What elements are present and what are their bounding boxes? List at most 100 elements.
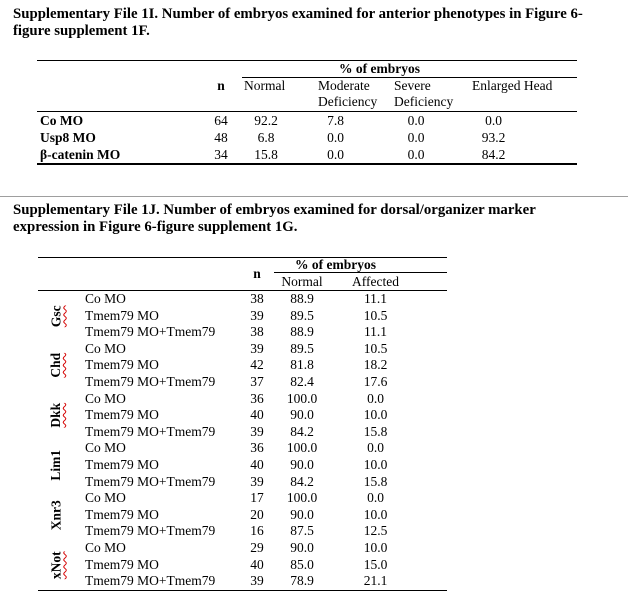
n-value: 39 [250, 573, 264, 589]
row-label: Tmem79 MO [85, 456, 159, 472]
cell-value: 100.0 [286, 440, 318, 456]
gene-label-dkk: Dkk [38, 391, 75, 441]
n-value: 37 [250, 373, 264, 389]
row-label: Tmem79 MO+Tmem79 [85, 423, 216, 439]
cell-value: 0.0 [327, 130, 344, 145]
cell-value: 10.0 [363, 539, 388, 555]
cell-value: 15.8 [363, 473, 388, 489]
cell-value: 18.2 [363, 357, 388, 373]
rotated-gene-label: Dkk [48, 403, 64, 428]
cell-value: 84.2 [290, 423, 314, 439]
n-value: 42 [250, 357, 264, 373]
cell-value: 82.4 [290, 373, 314, 389]
n-column-header: n [200, 77, 242, 112]
cell-value: 0.0 [407, 147, 425, 162]
table-marker-expression: n% of embryos Normal Affected Gsc Co MO 38 88.… [38, 257, 447, 591]
percent-embryos-header: % of embryos [274, 257, 447, 273]
gene-label-gsc: Gsc [38, 291, 75, 341]
cell-value: 7.8 [327, 113, 344, 128]
n-value: 36 [250, 440, 264, 456]
n-value: 20 [250, 506, 264, 522]
table-row: Tmem79 MO 40 90.0 10.0 [38, 407, 447, 424]
cell-value: 17.6 [363, 373, 388, 389]
cell-value: 84.2 [290, 473, 314, 489]
section2-title: Supplementary File 1J. Number of embryos… [13, 202, 619, 236]
row-label: Usp8 MO [40, 130, 96, 145]
n-value: 39 [250, 473, 264, 489]
column-header-row: Normal Affected [38, 272, 447, 291]
rotated-gene-label: Lim1 [48, 449, 64, 481]
cell-value: 85.0 [290, 556, 314, 572]
cell-value: 90.0 [290, 407, 314, 423]
table-row: Tmem79 MO+Tmem79 38 88.9 11.1 [38, 324, 447, 341]
cell-value: 15.0 [363, 556, 388, 572]
row-label: Co MO [85, 440, 126, 456]
table-row: Xnr3 Co MO 17 100.0 0.0 [38, 490, 447, 530]
n-value: 29 [250, 539, 264, 555]
table-row: Usp8 MO 48 6.8 0.0 0.0 93.2 [37, 129, 577, 146]
table-row: Tmem79 MO 39 89.5 10.5 [38, 308, 447, 325]
table-row: Tmem79 MO+Tmem79 39 84.2 15.8 [38, 424, 447, 441]
n-value: 39 [250, 423, 264, 439]
title-line-2: figure supplement 1F. [13, 23, 150, 39]
rotated-gene-label: Gsc [48, 305, 64, 327]
table-row: Tmem79 MO 40 85.0 15.0 [38, 557, 447, 574]
n-value: 38 [250, 291, 264, 306]
n-value: 36 [250, 390, 264, 406]
row-label: Tmem79 MO+Tmem79 [85, 324, 216, 340]
percent-embryos-header: % of embryos [242, 60, 577, 78]
n-value: 40 [250, 556, 264, 572]
column-header: Severe Deficiency [392, 77, 470, 112]
row-label: Tmem79 MO+Tmem79 [85, 473, 216, 489]
cell-value: 10.5 [363, 340, 388, 356]
row-label: Co MO [40, 113, 84, 128]
gene-label-xnr3: Xnr3 [38, 490, 75, 540]
table-row: Co MO 64 92.2 7.8 0.0 0.0 [37, 112, 577, 130]
cell-value: 0.0 [367, 490, 384, 506]
rotated-gene-label: xNot [48, 550, 64, 579]
cell-value: 93.2 [481, 130, 506, 145]
row-label: Co MO [85, 539, 126, 555]
row-label: Tmem79 MO [85, 357, 159, 373]
n-value: 16 [250, 523, 264, 539]
column-header: Normal [242, 77, 304, 112]
cell-value: 100.0 [286, 390, 318, 406]
n-value: 17 [250, 490, 264, 506]
cell-value: 90.0 [290, 456, 314, 472]
row-label: Tmem79 MO+Tmem79 [85, 373, 216, 389]
table-row: Tmem79 MO 40 90.0 10.0 [38, 457, 447, 474]
cell-value: 0.0 [407, 113, 425, 128]
cell-value: 10.0 [363, 407, 388, 423]
section-divider [0, 196, 628, 197]
row-label: β-catenin MO [40, 147, 121, 162]
title-line-1: Supplementary File 1I. Number of embryos… [13, 6, 583, 22]
cell-value: 88.9 [290, 291, 314, 306]
row-label: Tmem79 MO [85, 307, 159, 323]
column-header: Normal [274, 272, 330, 291]
table-row: Tmem79 MO+Tmem79 39 78.9 21.1 [38, 573, 447, 590]
table-row: Tmem79 MO+Tmem79 37 82.4 17.6 [38, 374, 447, 391]
cell-value: 88.9 [290, 324, 314, 340]
table-row: xNot Co MO 29 90.0 10.0 [38, 539, 447, 579]
row-label: Co MO [85, 490, 126, 506]
n-value: 38 [250, 324, 264, 340]
cell-value: 10.5 [363, 307, 388, 323]
blank-cell [37, 61, 242, 78]
cell-value: 89.5 [290, 340, 314, 356]
blank-cell [37, 77, 200, 112]
row-label: Tmem79 MO [85, 407, 159, 423]
table-row: Dkk Co MO 36 100.0 0.0 [38, 390, 447, 428]
table-anterior-phenotypes: % of embryos n Normal Moderate Deficiency Se… [37, 60, 577, 165]
table-row: Tmem79 MO 20 90.0 10.0 [38, 507, 447, 524]
cell-value: 90.0 [290, 539, 314, 555]
group-header-row: n% of embryos [38, 257, 447, 291]
column-header-row: n Normal Moderate Deficiency Severe Deficie… [37, 77, 577, 112]
n-column-header: n [240, 257, 274, 291]
cell-value: 89.5 [290, 307, 314, 323]
cell-value: 10.0 [363, 506, 388, 522]
column-header: Moderate Deficiency [304, 77, 392, 112]
blank-cell [38, 257, 240, 291]
cell-value: 0.0 [407, 130, 425, 145]
cell-value: 90.0 [290, 506, 314, 522]
